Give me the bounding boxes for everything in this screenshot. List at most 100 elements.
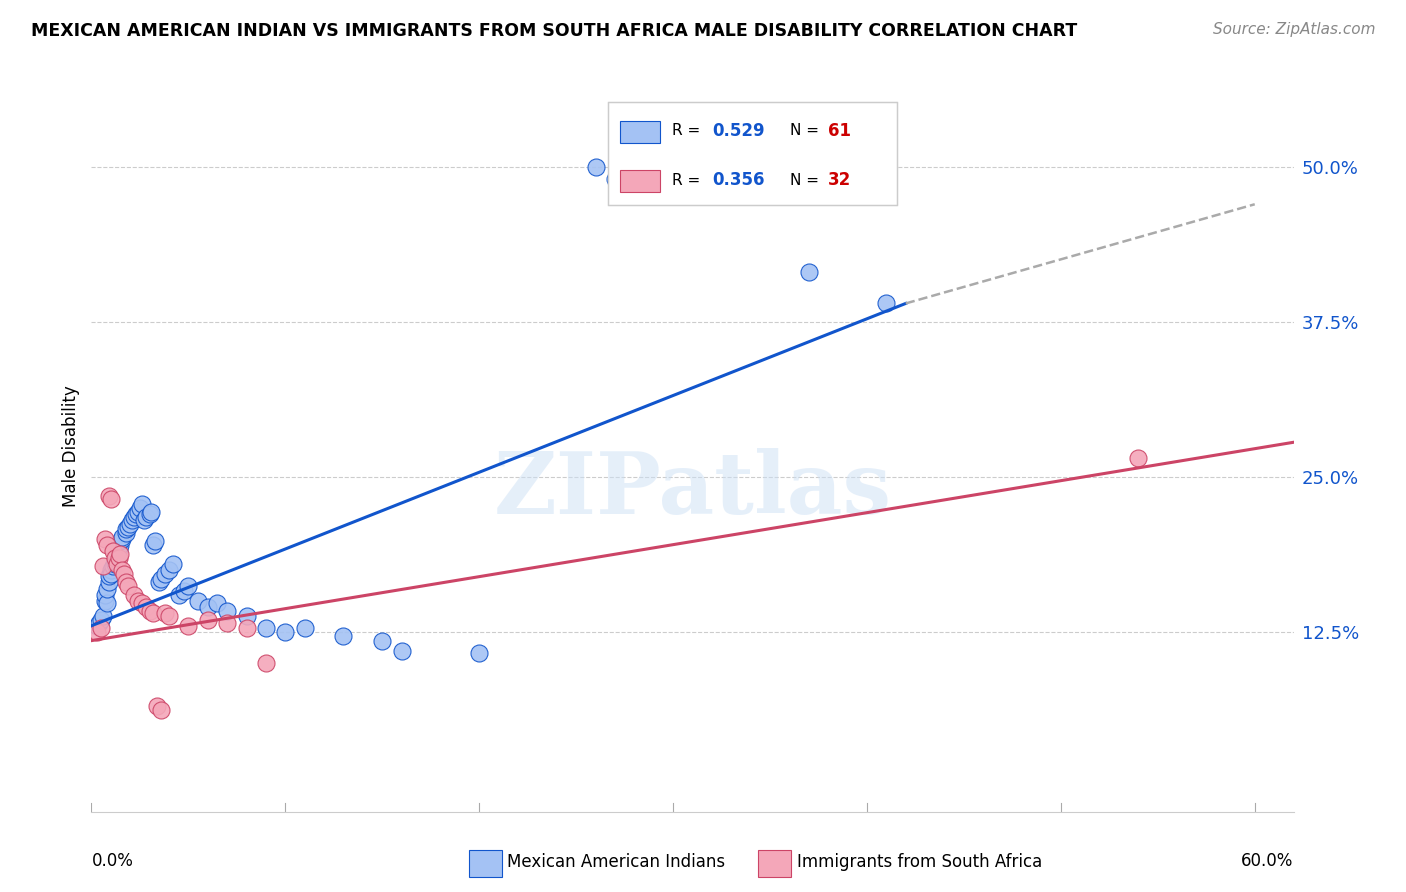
Point	[468, 646, 491, 660]
Point	[235, 621, 257, 635]
Point	[125, 507, 148, 521]
Point	[122, 509, 145, 524]
Point	[131, 497, 153, 511]
Point	[115, 522, 138, 536]
Point	[111, 563, 134, 577]
Point	[96, 538, 118, 552]
Text: 0.0%: 0.0%	[91, 852, 134, 870]
Point	[254, 621, 277, 635]
Point	[142, 538, 165, 552]
Point	[120, 517, 142, 532]
Point	[135, 509, 157, 524]
Point	[127, 505, 149, 519]
Point	[105, 557, 128, 571]
Text: 60.0%: 60.0%	[1241, 852, 1294, 870]
Point	[97, 569, 120, 583]
Point	[153, 566, 176, 581]
Point	[122, 588, 145, 602]
Point	[585, 160, 607, 174]
Point	[217, 604, 239, 618]
Point	[90, 613, 112, 627]
Point	[127, 594, 149, 608]
Text: Mexican American Indians: Mexican American Indians	[508, 853, 725, 871]
Point	[135, 600, 157, 615]
Point	[110, 547, 132, 561]
Point	[101, 544, 124, 558]
Text: Immigrants from South Africa: Immigrants from South Africa	[797, 853, 1042, 871]
Point	[111, 532, 134, 546]
Point	[875, 296, 897, 310]
Point	[94, 588, 117, 602]
Point	[148, 575, 170, 590]
Point	[86, 619, 108, 633]
Point	[121, 513, 143, 527]
Point	[128, 500, 150, 515]
Point	[104, 557, 127, 571]
Bar	[470, 850, 502, 877]
Point	[86, 624, 108, 639]
Point	[254, 656, 277, 670]
Point	[187, 594, 209, 608]
Point	[94, 594, 117, 608]
Point	[177, 619, 200, 633]
Point	[112, 566, 135, 581]
Point	[100, 566, 122, 581]
Point	[197, 613, 219, 627]
Point	[115, 525, 138, 540]
Point	[101, 559, 124, 574]
Point	[96, 597, 118, 611]
Point	[117, 579, 139, 593]
Point	[391, 643, 413, 657]
Point	[107, 550, 129, 565]
Text: MEXICAN AMERICAN INDIAN VS IMMIGRANTS FROM SOUTH AFRICA MALE DISABILITY CORRELAT: MEXICAN AMERICAN INDIAN VS IMMIGRANTS FR…	[31, 22, 1077, 40]
Point	[91, 608, 114, 623]
Point	[207, 597, 229, 611]
Point	[104, 550, 127, 565]
Point	[104, 554, 127, 568]
Point	[110, 534, 132, 549]
Point	[146, 699, 169, 714]
Point	[91, 559, 114, 574]
Point	[89, 616, 111, 631]
Point	[105, 550, 128, 565]
Point	[110, 538, 132, 552]
Point	[217, 616, 239, 631]
Point	[150, 703, 173, 717]
Point	[797, 265, 820, 279]
Point	[162, 557, 184, 571]
Point	[132, 513, 155, 527]
Point	[157, 608, 180, 623]
Point	[235, 608, 257, 623]
Point	[153, 607, 176, 621]
Point	[150, 572, 173, 586]
Point	[1128, 451, 1150, 466]
Point	[371, 633, 394, 648]
Bar	[758, 850, 790, 877]
Point	[145, 534, 167, 549]
Point	[100, 563, 122, 577]
Point	[157, 563, 180, 577]
Y-axis label: Male Disability: Male Disability	[62, 385, 80, 507]
Point	[197, 600, 219, 615]
Point	[105, 547, 128, 561]
Point	[117, 519, 139, 533]
Text: ZIPatlas: ZIPatlas	[494, 448, 891, 532]
Point	[97, 489, 120, 503]
Point	[141, 505, 163, 519]
Point	[294, 621, 316, 635]
Point	[274, 624, 297, 639]
Point	[111, 529, 134, 543]
Point	[115, 575, 138, 590]
Point	[94, 532, 117, 546]
Point	[90, 621, 112, 635]
Point	[603, 172, 626, 186]
Point	[100, 492, 122, 507]
Point	[97, 575, 120, 590]
Point	[142, 607, 165, 621]
Text: Source: ZipAtlas.com: Source: ZipAtlas.com	[1212, 22, 1375, 37]
Point	[131, 597, 153, 611]
Point	[96, 582, 118, 596]
Point	[332, 629, 354, 643]
Point	[167, 588, 190, 602]
Point	[138, 604, 160, 618]
